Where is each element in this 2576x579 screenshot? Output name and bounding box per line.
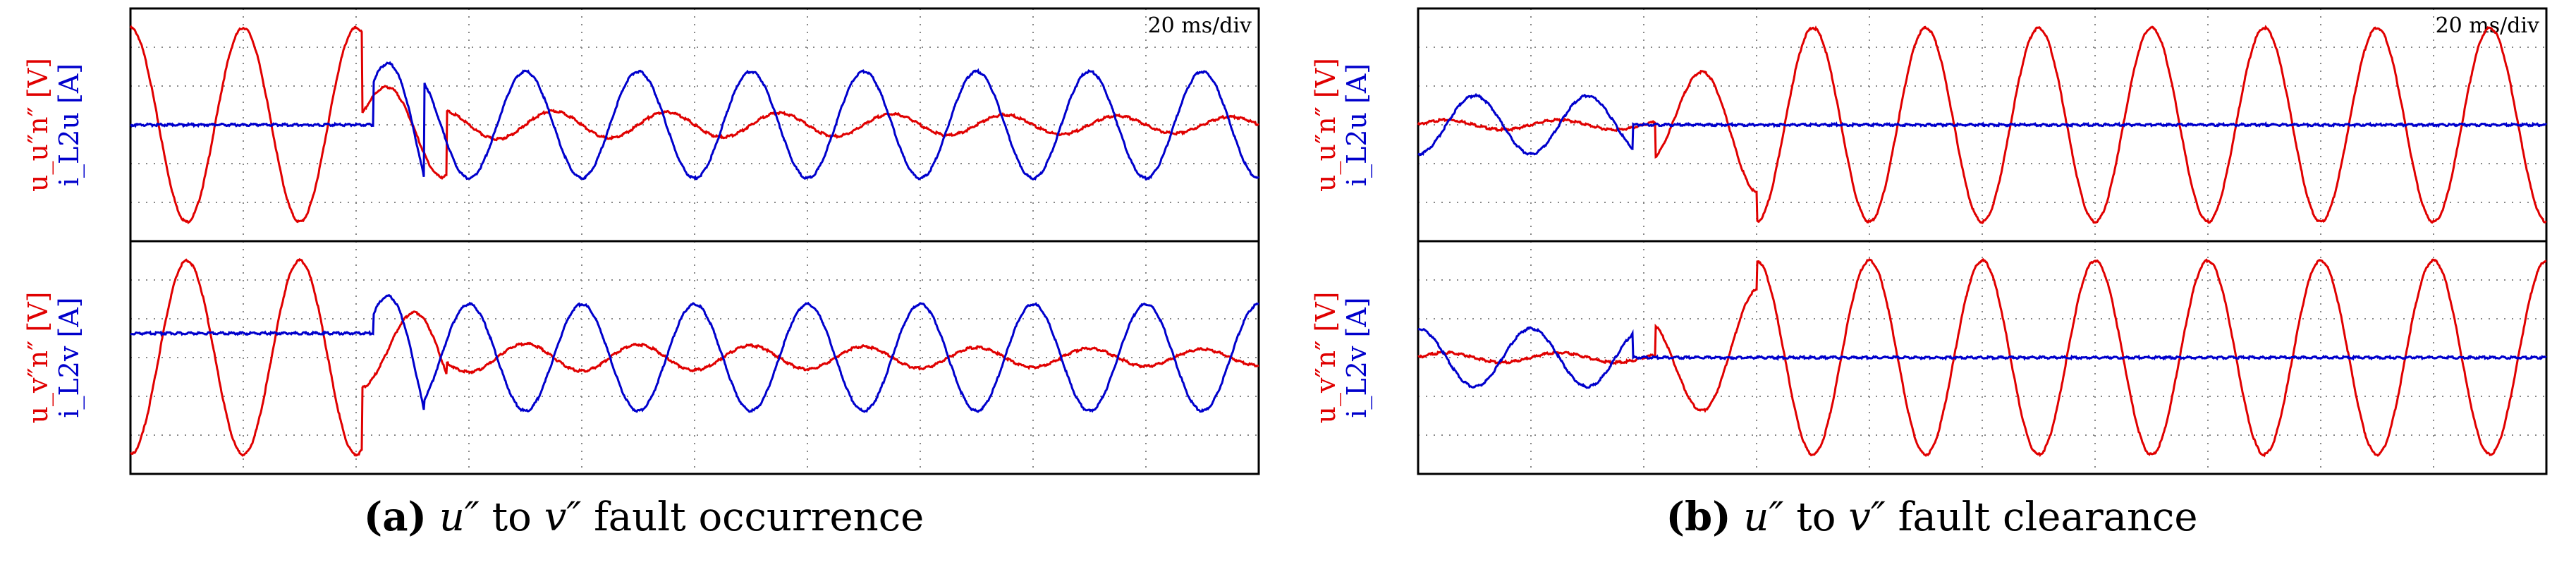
ylabel-current: i_L2u [A] — [1341, 63, 1373, 186]
caption-a-text: fault occurrence — [594, 494, 924, 540]
voltage-trace-b-2 — [1417, 257, 2547, 458]
ylabel-voltage: u_u″n″ [V] — [1310, 58, 1342, 192]
ylabel-voltage: u_v″n″ [V] — [23, 292, 54, 424]
caption-a: (a) u″ to v″ fault occurrence — [0, 494, 1288, 540]
ylabel-voltage: u_v″n″ [V] — [1310, 292, 1342, 424]
caption-b-text: fault clearance — [1898, 494, 2198, 540]
ylabel-group: u_u″n″ [V] i_L2u [A] — [1310, 58, 1373, 192]
caption-a-var2: v″ — [544, 494, 582, 540]
ylabel-current: i_L2v [A] — [1341, 297, 1373, 418]
voltage-trace-a-2 — [130, 257, 1259, 457]
caption-b: (b) u″ to v″ fault clearance — [1288, 494, 2576, 540]
current-trace-b-1 — [1417, 92, 2548, 157]
voltage-trace-a-1 — [129, 25, 1259, 225]
caption-a-var1: u″ — [439, 494, 480, 540]
caption-b-label: (b) — [1666, 494, 1731, 540]
ylabel-group: u_v″n″ [V] i_L2v [A] — [23, 292, 85, 424]
caption-a-label: (a) — [363, 494, 427, 540]
caption-b-connector: to — [1796, 494, 1836, 540]
current-trace-a-2 — [130, 294, 1259, 413]
current-trace-a-1 — [130, 61, 1260, 181]
ylabel-group: u_v″n″ [V] i_L2v [A] — [1310, 292, 1373, 424]
ylabel-current: i_L2v [A] — [54, 297, 85, 418]
panel-b: 20 ms/div u_u″n″ [V] i_L2u [A] u_v″n″ [V] i_… — [1288, 0, 2576, 579]
timebase-label: 20 ms/div — [2436, 13, 2539, 38]
caption-a-connector: to — [492, 494, 532, 540]
timebase-label: 20 ms/div — [1148, 13, 1252, 38]
ylabel-voltage: u_u″n″ [V] — [23, 58, 54, 192]
caption-b-var2: v″ — [1848, 494, 1886, 540]
caption-b-var1: u″ — [1743, 494, 1784, 540]
current-trace-b-2 — [1417, 326, 2547, 389]
panel-a: 20 ms/div u_u″n″ [V] i_L2u [A] u_v″n″ [V] i_… — [0, 7, 1288, 540]
ylabel-group: u_u″n″ [V] i_L2u [A] — [23, 58, 85, 192]
voltage-trace-b-1 — [1417, 25, 2547, 225]
ylabel-current: i_L2u [A] — [54, 63, 85, 186]
